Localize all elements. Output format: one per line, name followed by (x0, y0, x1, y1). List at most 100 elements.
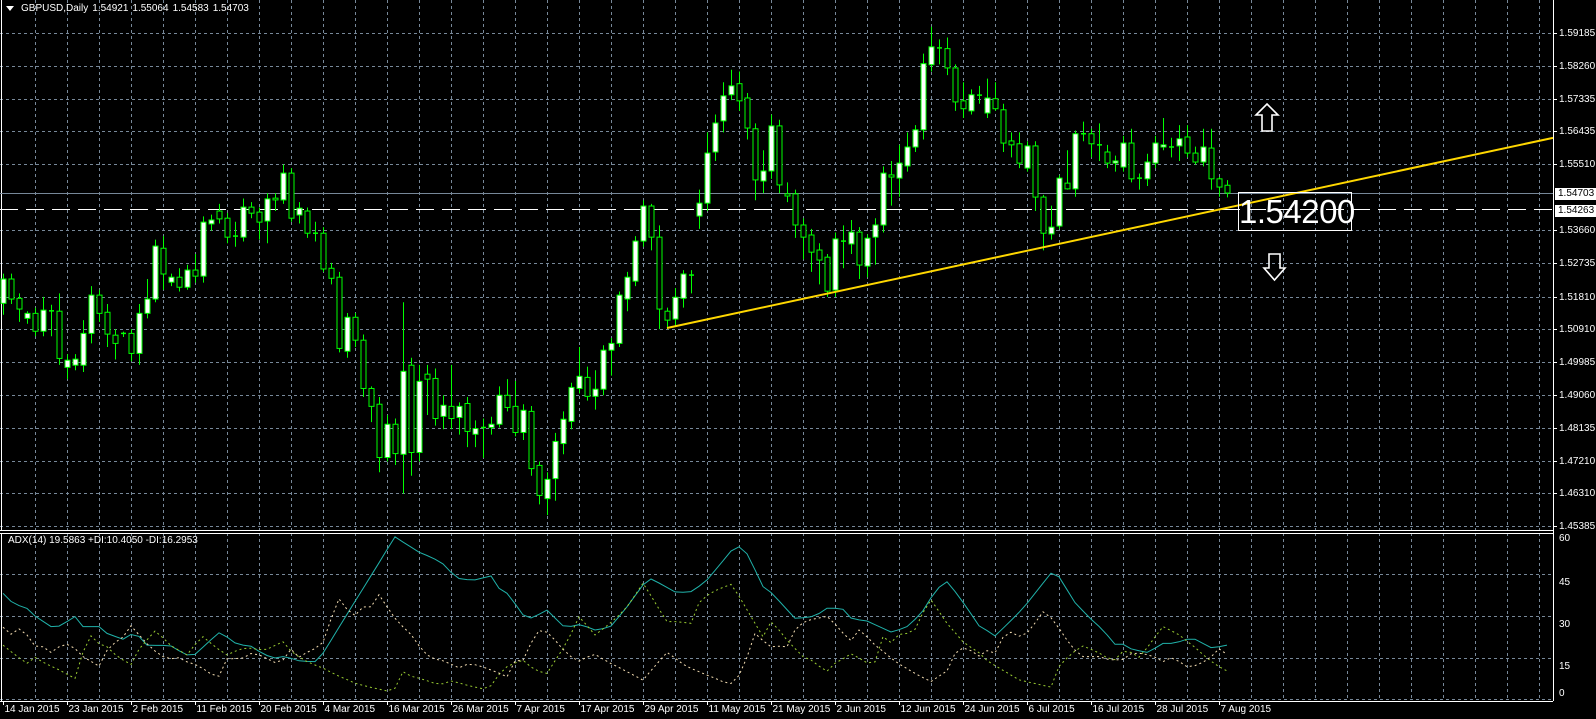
x-axis-label: 4 Mar 2015 (324, 704, 376, 715)
y-axis-label: 1.52735 (1559, 257, 1596, 269)
y-axis-label: 1.57335 (1559, 93, 1596, 105)
candle (336, 271, 343, 353)
candle (1160, 118, 1167, 151)
adx-axis-label: 45 (1559, 576, 1571, 588)
candle-body-bull (384, 423, 391, 459)
candle-body-bear (256, 211, 263, 223)
candle-body-bull (1024, 145, 1031, 169)
candle-body-bull (968, 94, 975, 112)
candle-body-bull (136, 312, 143, 354)
y-axis-label: 1.55510 (1559, 158, 1596, 170)
candle-body-bear (664, 310, 671, 321)
candle (233, 221, 238, 247)
candle (680, 270, 687, 308)
candle (280, 164, 287, 204)
y-axis-label: 1.49985 (1559, 356, 1596, 368)
candle (1056, 175, 1063, 229)
candle (192, 253, 199, 283)
candle-body-bull (984, 97, 991, 114)
candle-body-bear (160, 247, 167, 275)
candle (560, 411, 567, 455)
candle (80, 320, 87, 373)
candle (792, 189, 799, 238)
candle-body-bear (288, 172, 295, 219)
candle-body-bull (1152, 142, 1159, 164)
candle (992, 82, 999, 111)
candle (937, 39, 942, 65)
candle (56, 293, 63, 365)
candle (96, 289, 103, 322)
candle (352, 312, 359, 347)
x-axis-label: 16 Mar 2015 (388, 704, 445, 715)
candle-body-bull (144, 298, 151, 314)
candle (1040, 194, 1047, 251)
candle-body-bear (752, 128, 759, 181)
candle (872, 218, 879, 265)
candle (368, 386, 375, 423)
adx-axis-label: 0 (1559, 688, 1565, 699)
candle (768, 114, 775, 179)
candle-body-bull (200, 221, 207, 277)
dropdown-triangle-icon[interactable] (6, 6, 14, 11)
y-axis-label: 1.47210 (1559, 455, 1596, 467)
candle (808, 228, 815, 272)
candle-body-bear (104, 311, 111, 335)
candle-body-bull (1200, 146, 1207, 163)
candle-body-bull (544, 478, 551, 500)
candle (152, 239, 159, 303)
y-axis-label: 1.49060 (1559, 389, 1596, 401)
candle (960, 82, 967, 119)
x-axis-label: 21 May 2015 (772, 704, 831, 715)
candle-body-bull (416, 380, 423, 454)
up-arrow-icon (1254, 102, 1280, 132)
candle-body-bull (152, 245, 159, 300)
candle (296, 202, 303, 224)
candle (640, 200, 647, 247)
low-price: 1.54583 (172, 3, 209, 14)
candle-body-bear (1192, 152, 1199, 163)
candle-body-bull (208, 219, 215, 225)
candle (656, 225, 663, 330)
candle (104, 304, 111, 347)
candle-body-bear (176, 276, 183, 288)
candle-body-bear (464, 403, 471, 432)
candle-body-bear (432, 377, 439, 420)
candle-body-bear (744, 97, 751, 129)
x-axis-label: 11 Feb 2015 (196, 704, 252, 715)
candle-body-bear (784, 193, 791, 197)
candle-body-bull (64, 359, 71, 368)
candle (112, 329, 119, 360)
candle (664, 307, 671, 330)
y-axis-label: 1.53660 (1559, 224, 1596, 236)
candle-body-bear (336, 276, 343, 349)
candle-body-bear (368, 387, 375, 407)
candle-body-bull (600, 349, 607, 390)
plus-di-line (2, 582, 1228, 692)
candle (520, 404, 527, 440)
candle (376, 397, 383, 473)
candle-body-bear (352, 316, 359, 341)
candle (408, 357, 415, 476)
candle-body-bull (488, 423, 495, 428)
candle (736, 71, 743, 111)
candle-body-bull (560, 418, 567, 445)
candle-body-bear (888, 174, 895, 178)
candle-body-bear (1008, 140, 1015, 146)
candle (488, 416, 495, 435)
candle (49, 304, 54, 337)
candle (512, 380, 519, 437)
candle (1200, 128, 1207, 167)
candle (696, 189, 703, 229)
candle (848, 219, 855, 254)
candle (168, 273, 175, 287)
x-axis-label: 16 Jul 2015 (1092, 704, 1145, 715)
candle (816, 243, 823, 285)
price-text-label[interactable]: 1.54200 (1238, 192, 1355, 231)
candle (776, 119, 783, 194)
candle (1169, 137, 1174, 158)
candle (392, 418, 399, 466)
candle (841, 225, 846, 269)
candle (64, 354, 71, 380)
candle (472, 420, 479, 448)
